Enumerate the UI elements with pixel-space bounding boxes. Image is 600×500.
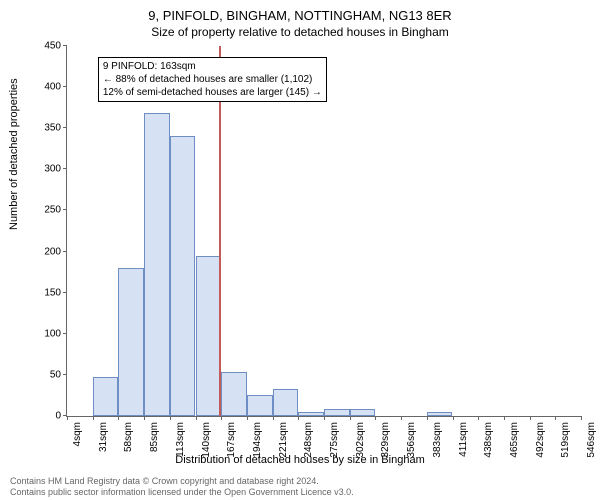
x-tick-mark	[350, 416, 351, 420]
x-tick-mark	[555, 416, 556, 420]
histogram-bar	[144, 113, 170, 416]
x-tick-mark	[196, 416, 197, 420]
x-tick-label: 411sqm	[456, 422, 469, 457]
x-tick-mark	[324, 416, 325, 420]
histogram-bar	[247, 395, 273, 416]
x-tick-mark	[401, 416, 402, 420]
x-tick-label: 492sqm	[533, 422, 546, 458]
x-tick-label: 248sqm	[301, 422, 314, 458]
histogram-bar	[427, 412, 453, 416]
y-tick-mark	[63, 374, 67, 375]
y-tick-label: 300	[44, 164, 67, 175]
annotation-line: 12% of semi-detached houses are larger (…	[103, 86, 322, 99]
y-tick-label: 450	[44, 41, 67, 52]
x-tick-label: 221sqm	[276, 422, 289, 458]
x-tick-mark	[530, 416, 531, 420]
x-tick-label: 383sqm	[430, 422, 443, 458]
x-tick-label: 113sqm	[173, 422, 186, 457]
y-tick-label: 150	[44, 287, 67, 298]
y-tick-label: 250	[44, 205, 67, 216]
footer-line-1: Contains HM Land Registry data © Crown c…	[10, 476, 354, 487]
x-tick-mark	[478, 416, 479, 420]
x-tick-label: 438sqm	[481, 422, 494, 458]
histogram-bar	[324, 409, 350, 416]
x-tick-label: 356sqm	[404, 422, 417, 458]
histogram-bar	[196, 256, 222, 416]
x-tick-mark	[170, 416, 171, 420]
y-tick-mark	[63, 45, 67, 46]
x-tick-mark	[144, 416, 145, 420]
x-tick-mark	[93, 416, 94, 420]
x-tick-label: 465sqm	[507, 422, 520, 458]
x-tick-label: 85sqm	[147, 422, 160, 452]
footer-attribution: Contains HM Land Registry data © Crown c…	[10, 476, 354, 498]
x-tick-mark	[581, 416, 582, 420]
y-tick-mark	[63, 127, 67, 128]
histogram-bar	[273, 389, 299, 416]
histogram-bar	[118, 268, 144, 416]
y-tick-label: 400	[44, 82, 67, 93]
x-tick-label: 275sqm	[327, 422, 340, 458]
x-tick-mark	[427, 416, 428, 420]
footer-line-2: Contains public sector information licen…	[10, 487, 354, 498]
x-tick-label: 302sqm	[353, 422, 366, 458]
chart-title: 9, PINFOLD, BINGHAM, NOTTINGHAM, NG13 8E…	[0, 0, 600, 23]
x-tick-label: 329sqm	[378, 422, 391, 458]
x-tick-label: 4sqm	[70, 422, 83, 446]
x-tick-label: 140sqm	[199, 422, 212, 458]
y-tick-mark	[63, 209, 67, 210]
histogram-bar	[350, 409, 376, 416]
x-tick-label: 546sqm	[584, 422, 597, 458]
x-tick-mark	[118, 416, 119, 420]
annotation-line: ← 88% of detached houses are smaller (1,…	[103, 73, 322, 86]
y-tick-label: 0	[55, 411, 67, 422]
histogram-bar	[298, 412, 324, 416]
x-axis-label: Distribution of detached houses by size …	[0, 454, 600, 466]
y-axis-label: Number of detached properties	[8, 78, 20, 230]
x-tick-mark	[247, 416, 248, 420]
chart-subtitle: Size of property relative to detached ho…	[0, 23, 600, 39]
x-tick-label: 519sqm	[558, 422, 571, 458]
x-tick-label: 31sqm	[96, 422, 109, 452]
x-tick-mark	[273, 416, 274, 420]
x-tick-mark	[504, 416, 505, 420]
x-tick-label: 58sqm	[121, 422, 134, 452]
x-tick-mark	[375, 416, 376, 420]
y-tick-mark	[63, 86, 67, 87]
y-tick-mark	[63, 168, 67, 169]
x-tick-mark	[298, 416, 299, 420]
y-tick-mark	[63, 333, 67, 334]
annotation-box: 9 PINFOLD: 163sqm← 88% of detached house…	[98, 57, 327, 102]
y-tick-mark	[63, 251, 67, 252]
histogram-bar	[93, 377, 119, 416]
y-tick-label: 200	[44, 246, 67, 257]
y-tick-label: 350	[44, 123, 67, 134]
plot-area: 0501001502002503003504004504sqm31sqm58sq…	[66, 46, 581, 417]
y-tick-label: 100	[44, 328, 67, 339]
x-tick-mark	[453, 416, 454, 420]
y-tick-label: 50	[50, 369, 67, 380]
x-tick-label: 167sqm	[224, 422, 237, 458]
x-tick-label: 194sqm	[250, 422, 263, 458]
x-tick-mark	[221, 416, 222, 420]
annotation-line: 9 PINFOLD: 163sqm	[103, 60, 322, 73]
y-tick-mark	[63, 292, 67, 293]
histogram-bar	[221, 372, 247, 416]
histogram-bar	[170, 136, 196, 416]
x-tick-mark	[67, 416, 68, 420]
